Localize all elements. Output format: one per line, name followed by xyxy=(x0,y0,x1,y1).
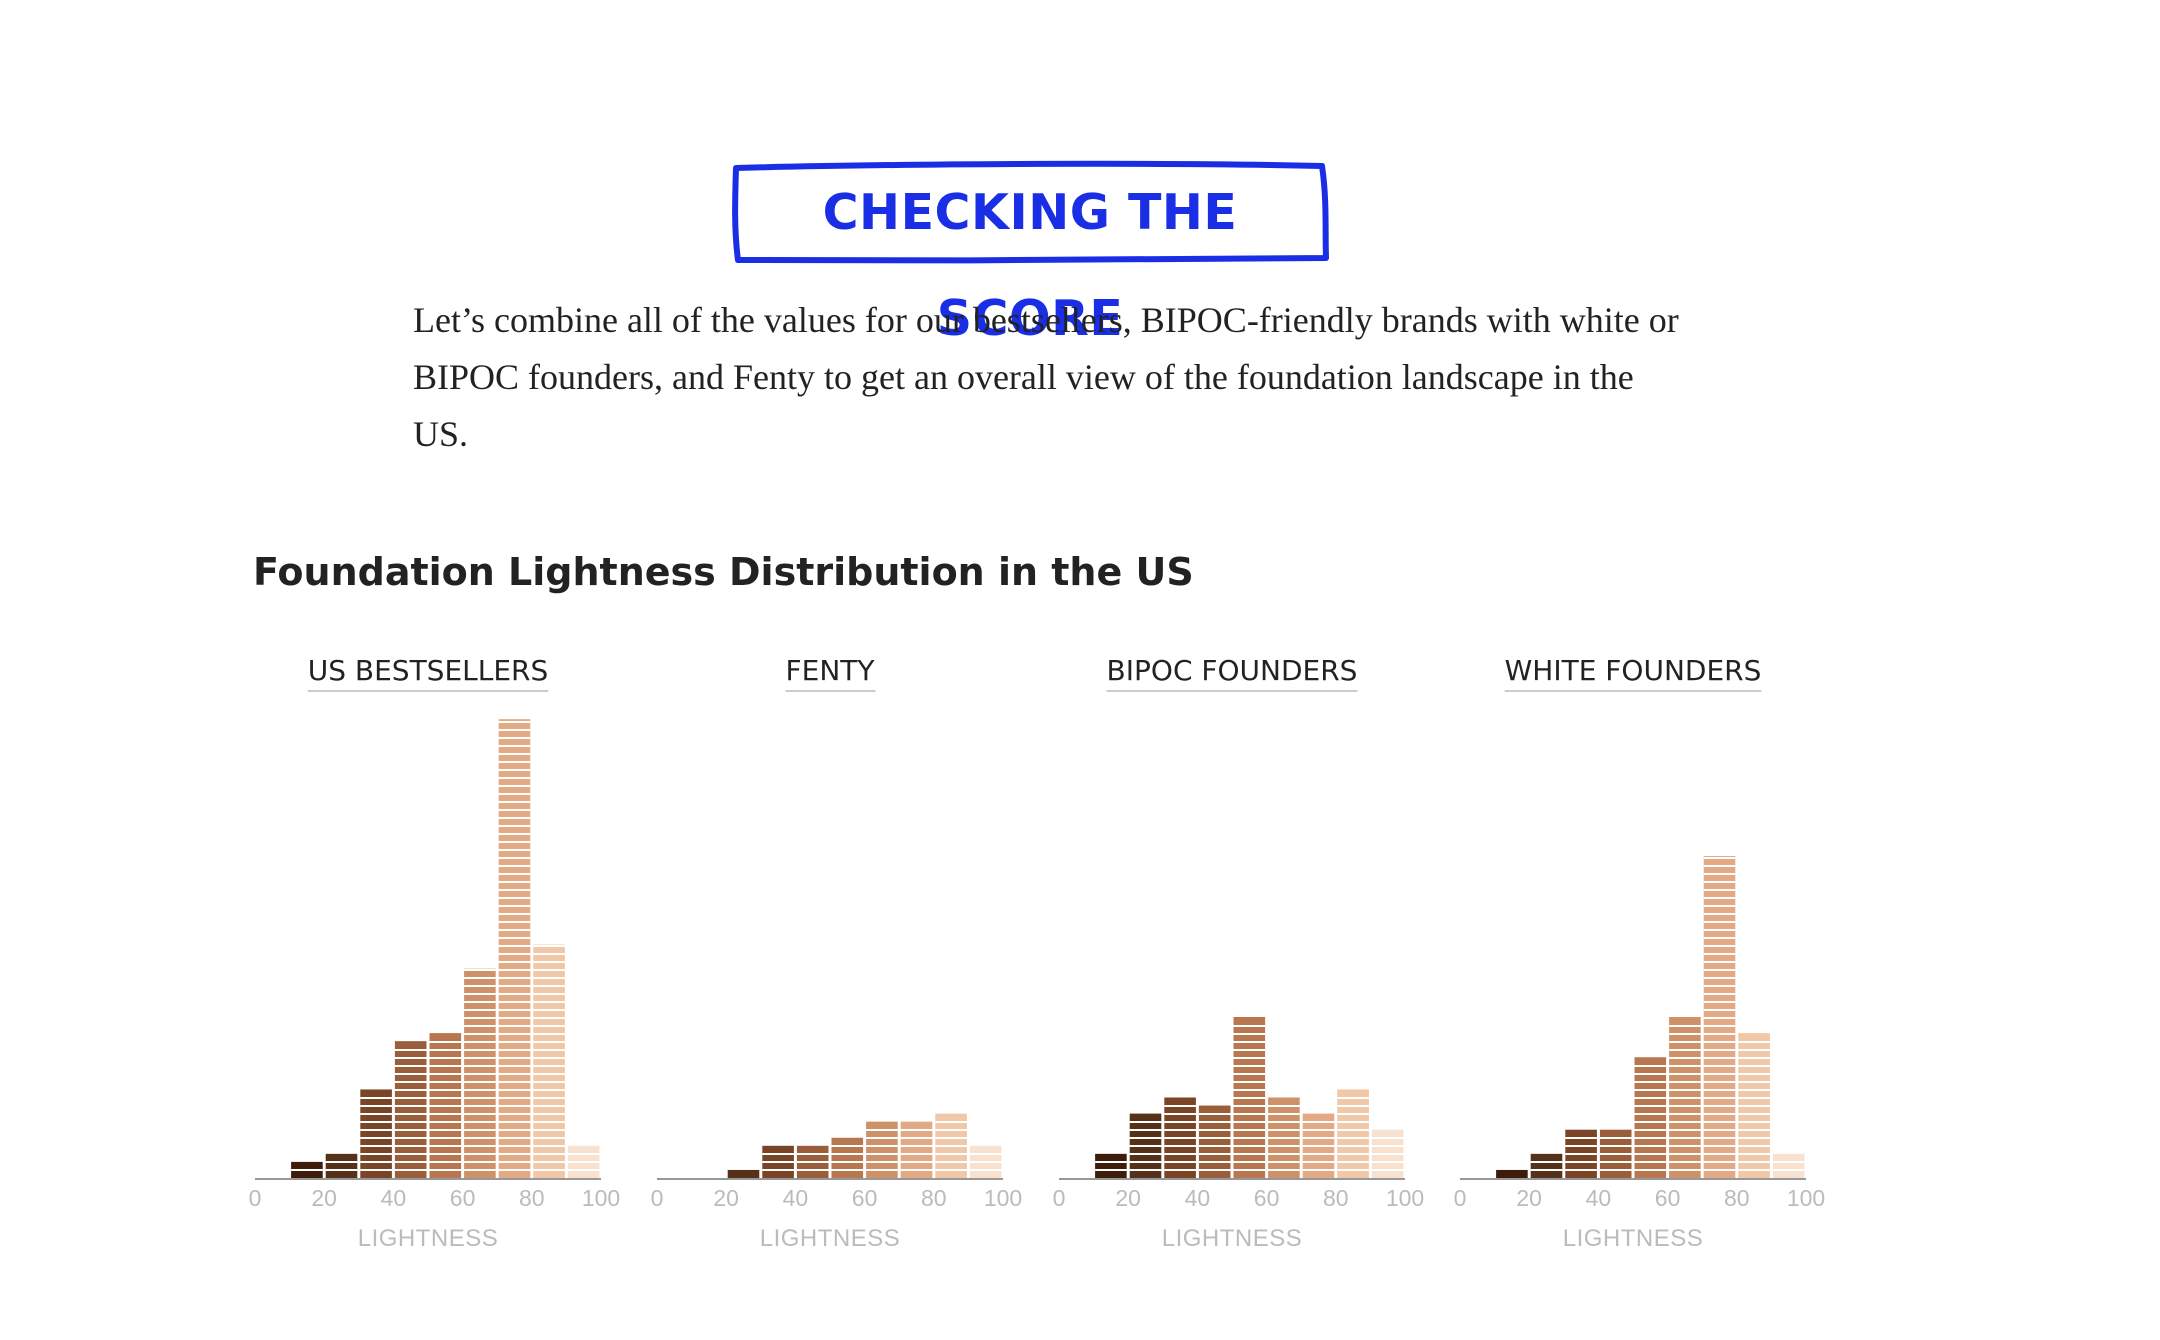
x-tick-label: 100 xyxy=(1787,1185,1825,1211)
chart-title: Foundation Lightness Distribution in the… xyxy=(253,550,1194,594)
x-tick-label: 40 xyxy=(381,1185,407,1211)
panel-2: BIPOC FOUNDERS 0 20 40 60 80 100 LIGHTNESS xyxy=(1053,654,1425,1252)
bar-70 xyxy=(1302,1113,1335,1178)
bar-60 xyxy=(464,968,496,1178)
bar-fill xyxy=(533,944,565,1178)
bar-20 xyxy=(727,1169,760,1178)
intro-paragraph: Let’s combine all of the values for our … xyxy=(413,300,1679,454)
x-axis-label: LIGHTNESS xyxy=(760,1225,901,1252)
bar-50 xyxy=(1634,1057,1667,1178)
x-tick-label: 0 xyxy=(1454,1185,1467,1211)
bar-40 xyxy=(1599,1129,1632,1178)
bar-30 xyxy=(1565,1129,1597,1178)
x-tick-label: 80 xyxy=(519,1185,545,1211)
bar-fill xyxy=(498,719,531,1178)
bar-fill xyxy=(325,1153,358,1178)
x-tick-label: 40 xyxy=(1586,1185,1612,1211)
bar-20 xyxy=(1129,1113,1162,1178)
bar-80 xyxy=(533,944,565,1178)
x-tick-label: 60 xyxy=(1254,1185,1280,1211)
x-tick-label: 80 xyxy=(1323,1185,1349,1211)
bar-70 xyxy=(498,719,531,1178)
bar-30 xyxy=(360,1089,392,1178)
x-tick-label: 40 xyxy=(783,1185,809,1211)
bar-fill xyxy=(1095,1153,1127,1178)
bar-70 xyxy=(1703,856,1736,1178)
x-tick-label: 20 xyxy=(1115,1185,1141,1211)
x-tick-label: 60 xyxy=(450,1185,476,1211)
bar-10 xyxy=(291,1161,323,1178)
x-axis-label: LIGHTNESS xyxy=(358,1225,499,1252)
bar-10 xyxy=(1095,1153,1127,1178)
bar-40 xyxy=(394,1041,427,1178)
bar-fill xyxy=(1198,1105,1231,1178)
bar-fill xyxy=(727,1169,760,1178)
x-axis-label: LIGHTNESS xyxy=(1162,1225,1303,1252)
panel-title: US BESTSELLERS xyxy=(308,654,549,687)
badge-outline xyxy=(732,160,1329,264)
x-tick-label: 100 xyxy=(582,1185,620,1211)
x-tick-label: 20 xyxy=(311,1185,337,1211)
bar-40 xyxy=(796,1145,829,1178)
bar-40 xyxy=(1198,1105,1231,1178)
x-tick-label: 20 xyxy=(1516,1185,1542,1211)
bar-fill xyxy=(1530,1153,1563,1178)
x-tick-label: 100 xyxy=(1386,1185,1424,1211)
bar-90 xyxy=(1772,1153,1805,1178)
section-badge: CHECKING THE SCORE xyxy=(730,160,1330,347)
x-tick-label: 100 xyxy=(984,1185,1022,1211)
bar-80 xyxy=(1337,1089,1369,1178)
panel-1: FENTY 0 20 40 60 80 100 LIGHTNESS xyxy=(651,654,1023,1252)
x-tick-label: 60 xyxy=(1655,1185,1681,1211)
bar-50 xyxy=(429,1033,462,1178)
bar-60 xyxy=(1669,1017,1701,1178)
bar-fill xyxy=(900,1121,933,1178)
x-tick-label: 60 xyxy=(852,1185,878,1211)
panel-0: US BESTSELLERS 0 20 40 60 80 100 LIGHTNESS xyxy=(249,654,621,1252)
panel-3: WHITE FOUNDERS 0 20 40 60 80 100 LIGHTNESS xyxy=(1454,654,1826,1252)
bar-fill xyxy=(360,1089,392,1178)
bar-60 xyxy=(1268,1097,1300,1178)
x-tick-label: 20 xyxy=(713,1185,739,1211)
x-tick-label: 0 xyxy=(249,1185,262,1211)
bar-80 xyxy=(1738,1033,1770,1178)
bar-fill xyxy=(1772,1153,1805,1178)
badge-label: CHECKING THE SCORE xyxy=(822,184,1238,347)
bar-20 xyxy=(1530,1153,1563,1178)
x-tick-label: 80 xyxy=(921,1185,947,1211)
bar-90 xyxy=(567,1145,600,1178)
bar-30 xyxy=(762,1145,794,1178)
x-tick-label: 40 xyxy=(1185,1185,1211,1211)
bar-fill xyxy=(1496,1169,1528,1178)
panel-title: FENTY xyxy=(786,654,876,687)
bar-60 xyxy=(866,1121,898,1178)
bar-fill xyxy=(394,1041,427,1178)
panel-title: BIPOC FOUNDERS xyxy=(1107,654,1358,687)
bar-50 xyxy=(1233,1017,1266,1178)
bar-20 xyxy=(325,1153,358,1178)
bar-70 xyxy=(900,1121,933,1178)
bar-80 xyxy=(935,1113,967,1178)
x-axis-label: LIGHTNESS xyxy=(1563,1225,1704,1252)
bar-90 xyxy=(1371,1129,1404,1178)
bar-fill xyxy=(1337,1089,1369,1178)
x-tick-label: 80 xyxy=(1724,1185,1750,1211)
bar-50 xyxy=(831,1137,864,1178)
bar-10 xyxy=(1496,1169,1528,1178)
bar-30 xyxy=(1164,1097,1196,1178)
x-tick-label: 0 xyxy=(1053,1185,1066,1211)
bar-90 xyxy=(969,1145,1002,1178)
bar-fill xyxy=(1634,1057,1667,1178)
bar-fill xyxy=(866,1121,898,1178)
panel-title: WHITE FOUNDERS xyxy=(1505,654,1762,687)
x-tick-label: 0 xyxy=(651,1185,664,1211)
bar-fill xyxy=(831,1137,864,1178)
